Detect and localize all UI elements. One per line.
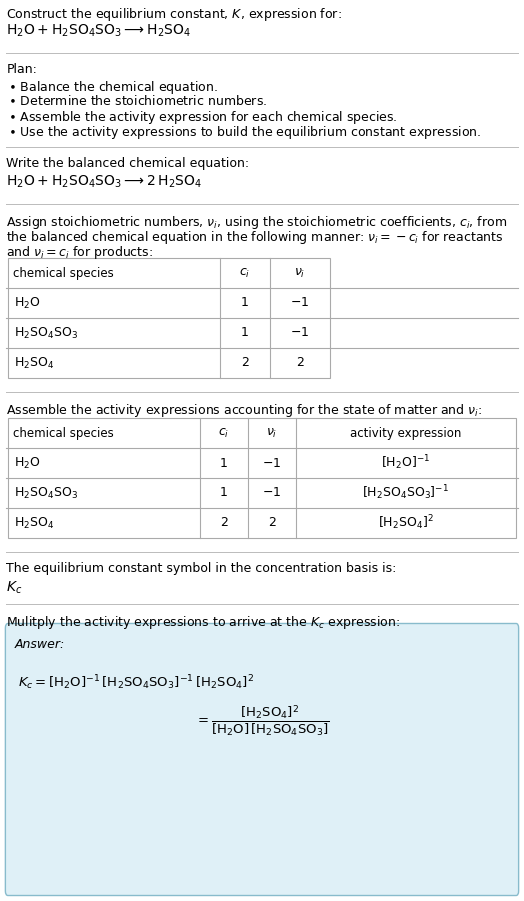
Text: Assign stoichiometric numbers, $\nu_i$, using the stoichiometric coefficients, $: Assign stoichiometric numbers, $\nu_i$, … <box>6 214 507 231</box>
Text: $[\mathrm{H_2O}]^{-1}$: $[\mathrm{H_2O}]^{-1}$ <box>381 453 431 472</box>
Text: $\mathrm{H_2O}$: $\mathrm{H_2O}$ <box>14 296 41 311</box>
Text: chemical species: chemical species <box>13 267 114 279</box>
Text: $K_c$: $K_c$ <box>6 580 23 596</box>
Text: 2: 2 <box>220 516 228 530</box>
Text: $\nu_i$: $\nu_i$ <box>294 267 305 279</box>
Text: $\mathrm{H_2SO_4SO_3}$: $\mathrm{H_2SO_4SO_3}$ <box>14 325 78 341</box>
Text: $\mathrm{H_2SO_4SO_3}$: $\mathrm{H_2SO_4SO_3}$ <box>14 486 78 501</box>
Text: $\mathrm{H_2O + H_2SO_4SO_3 \longrightarrow H_2SO_4}$: $\mathrm{H_2O + H_2SO_4SO_3 \longrightar… <box>6 23 191 40</box>
Text: and $\nu_i = c_i$ for products:: and $\nu_i = c_i$ for products: <box>6 244 154 261</box>
Text: $\mathrm{H_2SO_4}$: $\mathrm{H_2SO_4}$ <box>14 515 54 531</box>
Text: 2: 2 <box>296 357 304 369</box>
Text: $[\mathrm{H_2SO_4SO_3}]^{-1}$: $[\mathrm{H_2SO_4SO_3}]^{-1}$ <box>363 484 450 503</box>
Text: Mulitply the activity expressions to arrive at the $K_c$ expression:: Mulitply the activity expressions to arr… <box>6 614 400 631</box>
Text: 1: 1 <box>241 296 249 310</box>
Text: Answer:: Answer: <box>14 638 64 651</box>
Text: 1: 1 <box>220 457 228 469</box>
Text: $K_c = [\mathrm{H_2O}]^{-1}\,[\mathrm{H_2SO_4SO_3}]^{-1}\,[\mathrm{H_2SO_4}]^{2}: $K_c = [\mathrm{H_2O}]^{-1}\,[\mathrm{H_… <box>18 673 255 692</box>
Text: 1: 1 <box>241 326 249 340</box>
Text: $-1$: $-1$ <box>290 326 310 340</box>
Text: $\bullet$ Use the activity expressions to build the equilibrium constant express: $\bullet$ Use the activity expressions t… <box>8 124 482 141</box>
Text: Write the balanced chemical equation:: Write the balanced chemical equation: <box>6 157 249 170</box>
Text: Construct the equilibrium constant, $K$, expression for:: Construct the equilibrium constant, $K$,… <box>6 6 342 23</box>
Text: $\mathrm{H_2O}$: $\mathrm{H_2O}$ <box>14 455 41 470</box>
Text: $= \dfrac{[\mathrm{H_2SO_4}]^{2}}{[\mathrm{H_2O}]\,[\mathrm{H_2SO_4SO_3}]}$: $= \dfrac{[\mathrm{H_2SO_4}]^{2}}{[\math… <box>195 703 329 738</box>
Bar <box>8 258 330 378</box>
Text: the balanced chemical equation in the following manner: $\nu_i = -c_i$ for react: the balanced chemical equation in the fo… <box>6 229 504 246</box>
Text: $\bullet$ Balance the chemical equation.: $\bullet$ Balance the chemical equation. <box>8 79 219 96</box>
Text: $-1$: $-1$ <box>263 487 281 499</box>
Text: $\bullet$ Determine the stoichiometric numbers.: $\bullet$ Determine the stoichiometric n… <box>8 94 268 108</box>
Text: $c_i$: $c_i$ <box>239 267 250 279</box>
Text: $-1$: $-1$ <box>290 296 310 310</box>
Text: $\mathrm{H_2O + H_2SO_4SO_3 \longrightarrow 2\,H_2SO_4}$: $\mathrm{H_2O + H_2SO_4SO_3 \longrightar… <box>6 174 202 190</box>
Text: chemical species: chemical species <box>13 426 114 440</box>
Text: $\mathrm{H_2SO_4}$: $\mathrm{H_2SO_4}$ <box>14 356 54 370</box>
Text: $[\mathrm{H_2SO_4}]^{2}$: $[\mathrm{H_2SO_4}]^{2}$ <box>378 514 434 532</box>
Text: 2: 2 <box>241 357 249 369</box>
Bar <box>8 418 516 538</box>
Text: The equilibrium constant symbol in the concentration basis is:: The equilibrium constant symbol in the c… <box>6 562 397 575</box>
Text: $\bullet$ Assemble the activity expression for each chemical species.: $\bullet$ Assemble the activity expressi… <box>8 109 398 126</box>
Text: activity expression: activity expression <box>351 426 462 440</box>
Text: Plan:: Plan: <box>6 63 37 76</box>
Text: $c_i$: $c_i$ <box>219 426 230 440</box>
Text: $\nu_i$: $\nu_i$ <box>266 426 278 440</box>
Text: 1: 1 <box>220 487 228 499</box>
FancyBboxPatch shape <box>5 623 519 896</box>
Text: 2: 2 <box>268 516 276 530</box>
Text: $-1$: $-1$ <box>263 457 281 469</box>
Text: Assemble the activity expressions accounting for the state of matter and $\nu_i$: Assemble the activity expressions accoun… <box>6 402 483 419</box>
